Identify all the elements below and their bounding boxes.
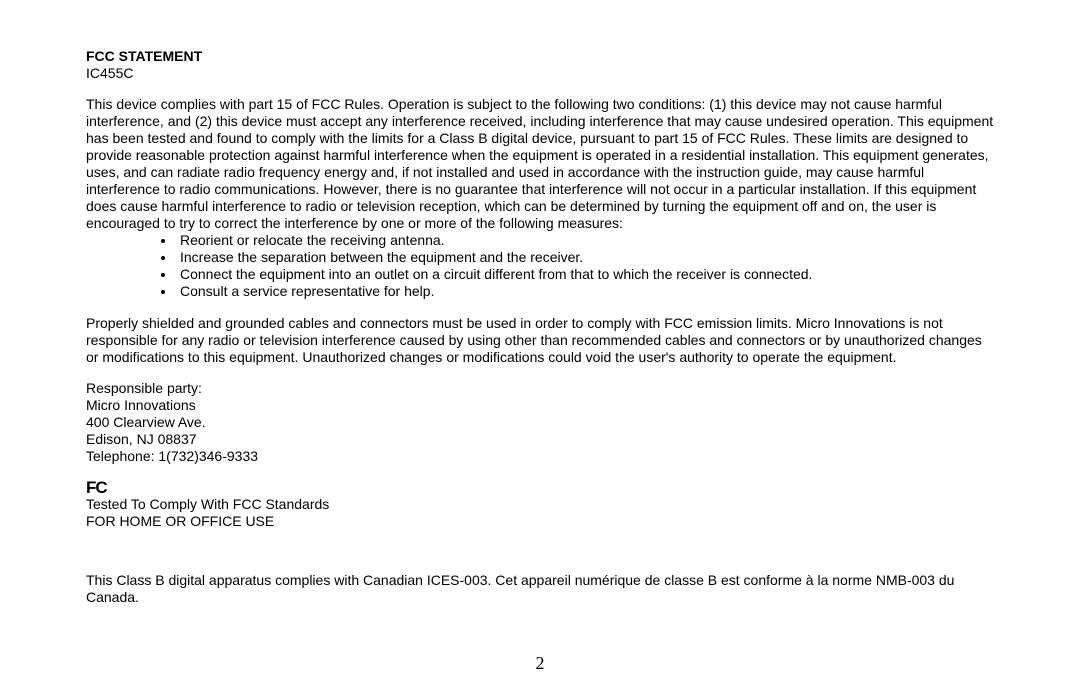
canada-compliance-paragraph: This Class B digital apparatus complies …: [86, 572, 994, 606]
list-item: Consult a service representative for hel…: [176, 283, 994, 300]
fcc-compliance-block: FC Tested To Comply With FCC Standards F…: [86, 479, 994, 530]
responsible-party-label: Responsible party:: [86, 380, 994, 397]
city-state-zip: Edison, NJ 08837: [86, 431, 994, 448]
street-address: 400 Clearview Ave.: [86, 414, 994, 431]
model-number: IC455C: [86, 65, 994, 82]
tested-standards-line: Tested To Comply With FCC Standards: [86, 496, 994, 513]
telephone: Telephone: 1(732)346-9333: [86, 448, 994, 465]
fcc-statement-heading: FCC STATEMENT: [86, 48, 994, 65]
shielded-cables-paragraph: Properly shielded and grounded cables an…: [86, 315, 994, 366]
document-page: FCC STATEMENT IC455C This device complie…: [0, 0, 1080, 698]
page-number: 2: [0, 653, 1080, 674]
responsible-party-block: Responsible party: Micro Innovations 400…: [86, 380, 994, 465]
home-office-use-line: FOR HOME OR OFFICE USE: [86, 513, 994, 530]
company-name: Micro Innovations: [86, 397, 994, 414]
fcc-logo-icon: FC: [86, 479, 994, 496]
interference-measures-list: Reorient or relocate the receiving anten…: [86, 232, 994, 300]
list-item: Connect the equipment into an outlet on …: [176, 266, 994, 283]
main-compliance-paragraph: This device complies with part 15 of FCC…: [86, 96, 994, 233]
list-item: Reorient or relocate the receiving anten…: [176, 232, 994, 249]
list-item: Increase the separation between the equi…: [176, 249, 994, 266]
